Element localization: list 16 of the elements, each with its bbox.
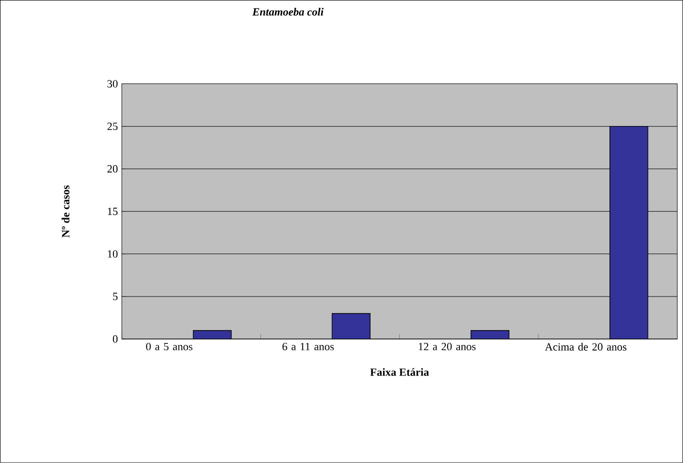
y-tick-label: 0 [112,335,118,343]
y-tick-label: 25 [107,122,118,130]
x-tick-label: 12 a 20 anos [418,342,476,350]
chart-title: Entamoeba coli [252,8,324,16]
bar [332,313,371,340]
y-tick-label: 15 [108,208,118,216]
x-axis-title: Faixa Etária [370,368,429,376]
bar [609,126,648,340]
y-tick-label: 20 [107,165,118,173]
y-tick-label: 10 [108,250,118,258]
y-tick-label: 5 [113,292,118,300]
y-axis-title: Nº de casos [62,185,70,238]
x-tick-label: 0 a 5 anos [146,342,192,350]
x-tick-label: 6 a 11 anos [282,342,334,350]
y-tick-label: 30 [108,80,118,88]
x-tick-label: Acima de 20 anos [544,342,626,351]
